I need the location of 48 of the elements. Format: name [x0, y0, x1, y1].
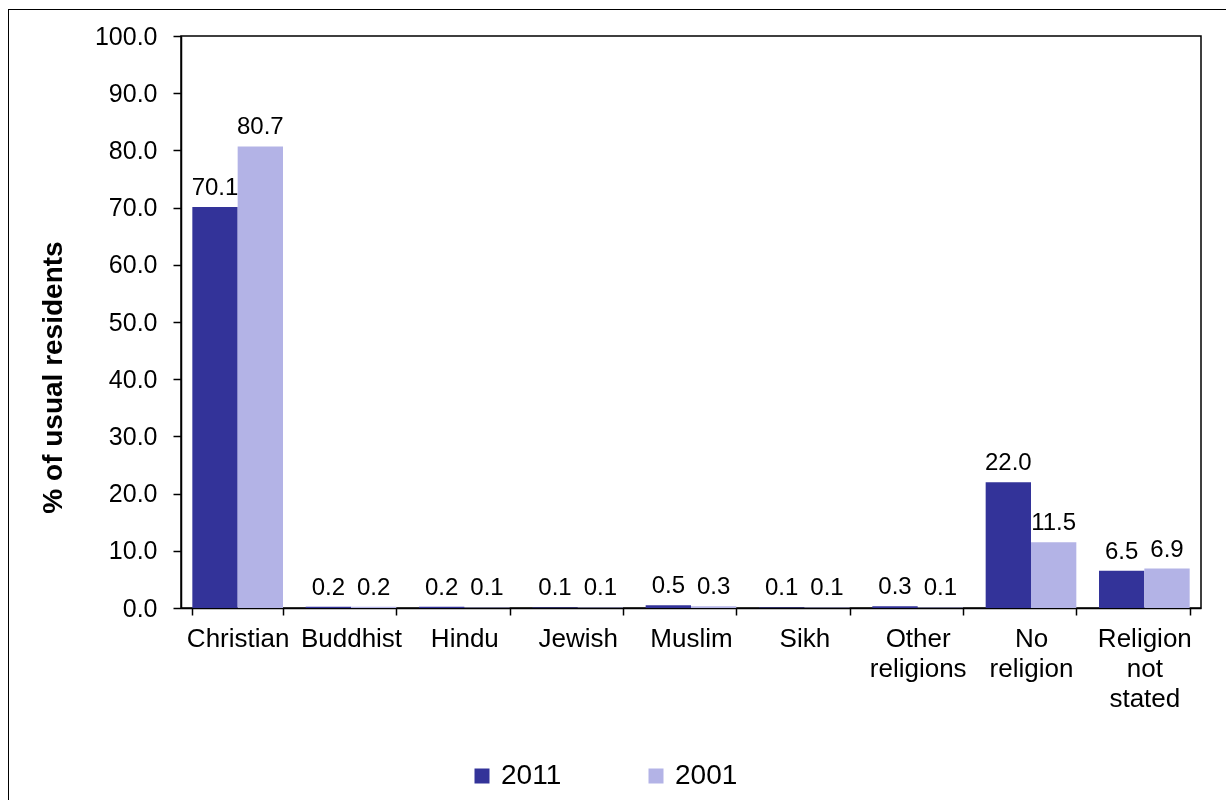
bar [1099, 570, 1145, 608]
data-label: 11.5 [1031, 508, 1077, 536]
data-label: 6.5 [1104, 536, 1139, 564]
legend-label: 2011 [501, 759, 562, 790]
bar [237, 146, 283, 608]
y-tick-label: 90.0 [108, 78, 158, 107]
y-tick-label: 100.0 [94, 21, 158, 50]
x-tick-label: Muslim [650, 622, 733, 653]
x-tick-label: Religion not stated [1097, 622, 1192, 713]
legend-label: 2001 [675, 759, 738, 790]
data-label: 0.2 [311, 572, 346, 600]
data-label: 0.2 [356, 572, 391, 600]
data-label: 0.1 [764, 573, 799, 601]
bar [1031, 542, 1077, 608]
bar [645, 605, 691, 608]
y-tick-label: 10.0 [108, 536, 158, 565]
data-label: 0.1 [810, 573, 844, 601]
x-tick-label: Christian [186, 622, 290, 653]
y-axis-title: % of usual residents [36, 241, 68, 514]
x-tick-label: Hindu [430, 622, 499, 653]
bar [1144, 568, 1190, 608]
bar [192, 207, 238, 608]
x-tick-label: Buddhist [300, 622, 403, 653]
data-label: 0.1 [470, 573, 504, 601]
y-tick-label: 20.0 [108, 479, 158, 508]
y-tick-label: 60.0 [108, 250, 158, 279]
data-label: 70.1 [191, 173, 239, 201]
y-tick-label: 50.0 [108, 307, 158, 336]
data-label: 0.1 [923, 573, 958, 601]
data-label: 0.2 [424, 572, 459, 600]
y-tick-label: 80.0 [108, 135, 158, 164]
data-label: 22.0 [984, 448, 1032, 476]
y-tick-label: 70.0 [108, 193, 158, 222]
y-tick-label: 40.0 [108, 364, 158, 393]
data-label: 0.3 [696, 572, 731, 600]
data-label: 6.9 [1150, 534, 1184, 562]
bar [985, 482, 1031, 608]
data-label: 80.7 [236, 112, 284, 140]
data-label: 0.1 [583, 573, 618, 601]
data-label: 0.3 [878, 572, 912, 600]
data-label: 0.1 [538, 573, 572, 601]
x-tick-label: No religion [989, 622, 1074, 683]
x-tick-label: Sikh [779, 622, 831, 653]
y-tick-label: 30.0 [108, 421, 158, 450]
x-tick-label: Other religions [869, 622, 967, 683]
data-label: 0.5 [651, 571, 686, 599]
x-tick-label: Jewish [538, 622, 618, 653]
y-tick-label: 0.0 [122, 593, 158, 622]
